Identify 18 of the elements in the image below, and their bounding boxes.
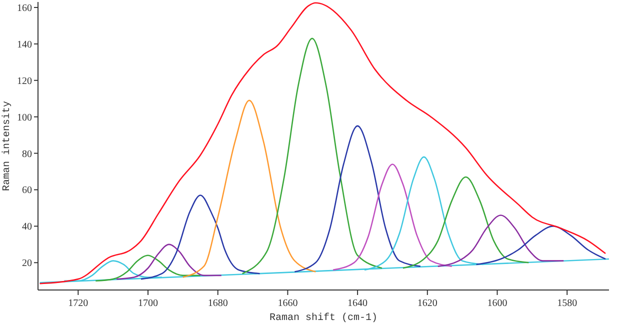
y-tick-label: 140 [17, 39, 32, 50]
y-tick-label: 100 [17, 112, 32, 124]
x-tick-label: 1680 [208, 298, 228, 309]
y-tick-label: 20 [22, 258, 32, 270]
y-tick-label: 80 [22, 148, 32, 160]
y-tick-label: 60 [22, 185, 32, 196]
y-tick-label: 120 [17, 76, 32, 87]
y-tick-label: 160 [17, 2, 32, 14]
x-tick-label: 1600 [487, 298, 508, 309]
x-tick-label: 1720 [68, 298, 88, 309]
x-tick-label: 1580 [557, 298, 578, 309]
x-tick-label: 1700 [138, 298, 158, 309]
y-tick-label: 40 [22, 222, 32, 233]
x-tick-label: 1620 [417, 298, 438, 309]
x-axis-title: Raman shift (cm-1) [269, 312, 378, 324]
x-tick-label: 1660 [278, 298, 298, 309]
y-axis-title: Raman intensity [1, 100, 13, 192]
x-tick-label: 1640 [348, 298, 368, 309]
